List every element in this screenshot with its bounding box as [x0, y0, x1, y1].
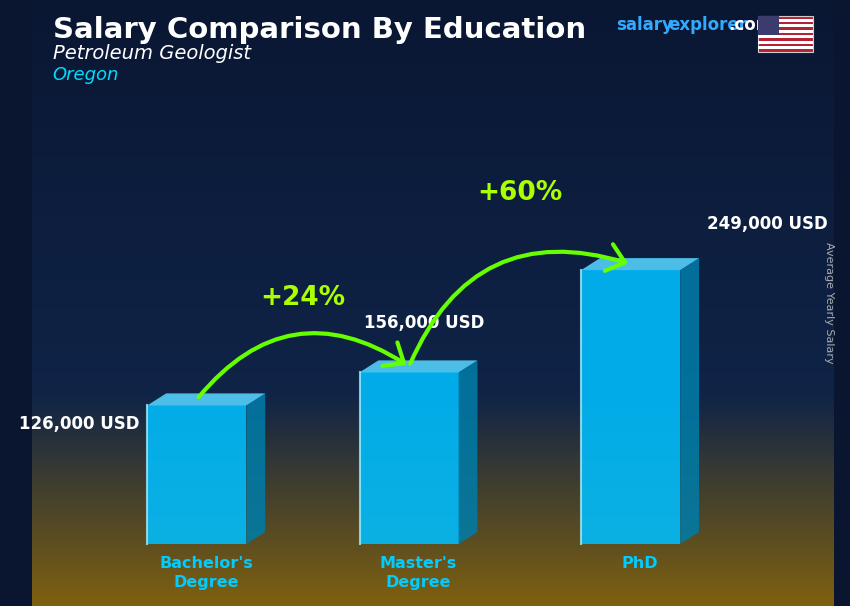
- Text: explorer: explorer: [668, 16, 747, 34]
- Text: Average Yearly Salary: Average Yearly Salary: [824, 242, 834, 364]
- Text: Bachelor's
Degree: Bachelor's Degree: [160, 556, 253, 590]
- Text: Salary Comparison By Education: Salary Comparison By Education: [53, 16, 586, 44]
- Polygon shape: [360, 373, 458, 544]
- FancyBboxPatch shape: [758, 30, 813, 33]
- Polygon shape: [581, 270, 680, 544]
- Polygon shape: [680, 258, 699, 544]
- Polygon shape: [246, 393, 265, 544]
- Text: Master's
Degree: Master's Degree: [380, 556, 457, 590]
- Text: Petroleum Geologist: Petroleum Geologist: [53, 44, 251, 63]
- Text: 126,000 USD: 126,000 USD: [20, 415, 139, 433]
- Polygon shape: [360, 361, 478, 373]
- Text: +60%: +60%: [477, 180, 563, 206]
- Text: Oregon: Oregon: [53, 66, 119, 84]
- FancyArrowPatch shape: [411, 244, 625, 364]
- FancyBboxPatch shape: [758, 47, 813, 49]
- FancyBboxPatch shape: [758, 16, 779, 35]
- FancyBboxPatch shape: [758, 35, 813, 38]
- Text: PhD: PhD: [622, 556, 659, 571]
- FancyBboxPatch shape: [758, 24, 813, 27]
- FancyBboxPatch shape: [758, 16, 813, 52]
- Text: 156,000 USD: 156,000 USD: [365, 315, 484, 333]
- Text: +24%: +24%: [260, 285, 345, 311]
- Polygon shape: [147, 393, 265, 405]
- Text: .com: .com: [728, 16, 773, 34]
- Polygon shape: [147, 405, 246, 544]
- Text: salary: salary: [616, 16, 673, 34]
- Text: 249,000 USD: 249,000 USD: [706, 215, 827, 233]
- Polygon shape: [458, 361, 478, 544]
- FancyBboxPatch shape: [758, 41, 813, 44]
- FancyArrowPatch shape: [199, 333, 404, 398]
- Polygon shape: [581, 258, 699, 270]
- FancyBboxPatch shape: [758, 19, 813, 22]
